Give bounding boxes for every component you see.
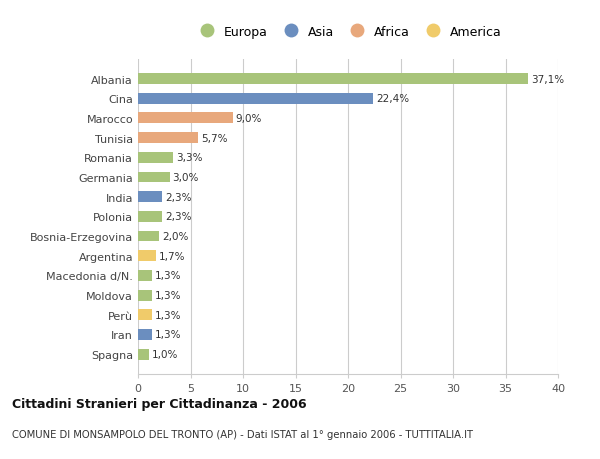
Bar (138, 172, 170, 183)
Text: Cittadini Stranieri per Cittadinanza - 2006: Cittadini Stranieri per Cittadinanza - 2… (12, 397, 307, 410)
Text: 2,0%: 2,0% (162, 231, 188, 241)
Text: 5,7%: 5,7% (201, 133, 227, 143)
Bar (138, 270, 152, 281)
Bar (138, 94, 373, 104)
Bar (138, 290, 152, 301)
Text: 1,7%: 1,7% (159, 251, 185, 261)
Bar (138, 152, 173, 163)
Bar (138, 310, 152, 320)
Bar (138, 212, 162, 222)
Text: 1,0%: 1,0% (152, 349, 178, 359)
Text: COMUNE DI MONSAMPOLO DEL TRONTO (AP) - Dati ISTAT al 1° gennaio 2006 - TUTTITALI: COMUNE DI MONSAMPOLO DEL TRONTO (AP) - D… (12, 429, 473, 439)
Text: 1,3%: 1,3% (155, 271, 181, 281)
Bar (138, 192, 162, 202)
Bar (138, 113, 233, 124)
Text: 1,3%: 1,3% (155, 291, 181, 301)
Legend: Europa, Asia, Africa, America: Europa, Asia, Africa, America (190, 22, 506, 42)
Bar (138, 330, 152, 340)
Text: 3,0%: 3,0% (173, 173, 199, 183)
Text: 2,3%: 2,3% (166, 212, 192, 222)
Text: 1,3%: 1,3% (155, 310, 181, 320)
Text: 2,3%: 2,3% (166, 192, 192, 202)
Text: 37,1%: 37,1% (531, 74, 564, 84)
Text: 1,3%: 1,3% (155, 330, 181, 340)
Bar (138, 231, 159, 242)
Text: 22,4%: 22,4% (376, 94, 409, 104)
Text: 3,3%: 3,3% (176, 153, 202, 163)
Bar (138, 251, 156, 262)
Bar (138, 74, 527, 85)
Text: 9,0%: 9,0% (236, 114, 262, 123)
Bar (138, 133, 198, 144)
Bar (138, 349, 149, 360)
